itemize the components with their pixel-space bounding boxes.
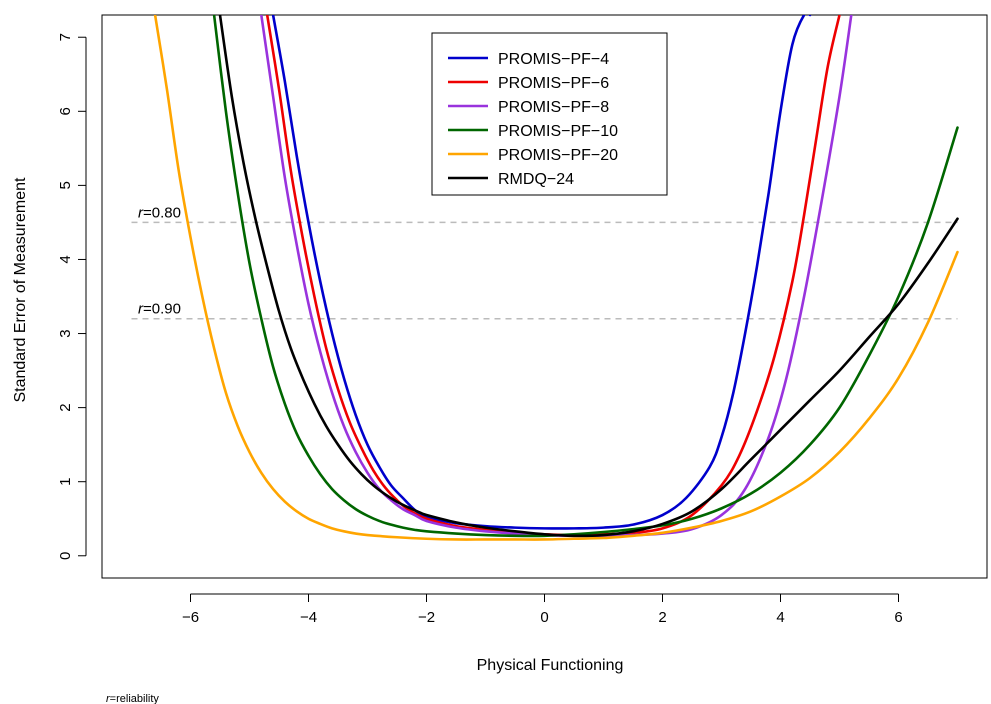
legend-label: PROMIS−PF−6 xyxy=(498,75,609,92)
legend-label: PROMIS−PF−10 xyxy=(498,123,618,140)
x-tick-label: −2 xyxy=(418,609,435,626)
series-line-5 xyxy=(153,15,959,541)
y-axis-title: Standard Error of Measurement xyxy=(12,177,29,403)
y-tick-label: 6 xyxy=(57,107,74,115)
reference-lines: r=0.80 r=0.90 xyxy=(131,204,958,320)
x-tick-label: −6 xyxy=(182,609,199,626)
plot-box xyxy=(101,14,988,579)
y-tick-label: 7 xyxy=(57,33,74,41)
legend-label: PROMIS−PF−8 xyxy=(498,99,609,116)
legend-label: PROMIS−PF−20 xyxy=(498,147,618,164)
axes: −6 −4 −2 0 2 4 6 0 1 2 3 4 5 6 7 xyxy=(57,33,903,626)
reference-label-1: r=0.80 xyxy=(138,204,181,221)
y-tick-label: 0 xyxy=(57,552,74,560)
y-tick-label: 2 xyxy=(57,403,74,411)
x-axis-title: Physical Functioning xyxy=(477,657,624,674)
series-lines xyxy=(153,15,959,541)
legend-label: RMDQ−24 xyxy=(498,171,574,188)
plot-frame xyxy=(101,14,988,579)
y-tick-label: 5 xyxy=(57,181,74,189)
x-tick-label: −4 xyxy=(300,609,317,626)
footnote: r=reliability xyxy=(106,693,159,704)
x-tick-label: 6 xyxy=(894,609,902,626)
series-line-1 xyxy=(271,15,812,530)
reference-label-2: r=0.90 xyxy=(138,301,181,318)
legend: PROMIS−PF−4 PROMIS−PF−6 PROMIS−PF−8 PROMIS−… xyxy=(431,32,668,196)
legend-label: PROMIS−PF−4 xyxy=(498,51,609,68)
series-line-6 xyxy=(218,15,959,538)
x-tick-label: 4 xyxy=(776,609,784,626)
x-tick-label: 2 xyxy=(658,609,666,626)
y-tick-label: 1 xyxy=(57,478,74,486)
series-line-3 xyxy=(260,15,853,538)
y-tick-label: 3 xyxy=(57,329,74,337)
series-line-4 xyxy=(212,15,959,538)
legend-box xyxy=(431,32,668,196)
y-tick-label: 4 xyxy=(57,255,74,263)
x-tick-label: 0 xyxy=(540,609,548,626)
